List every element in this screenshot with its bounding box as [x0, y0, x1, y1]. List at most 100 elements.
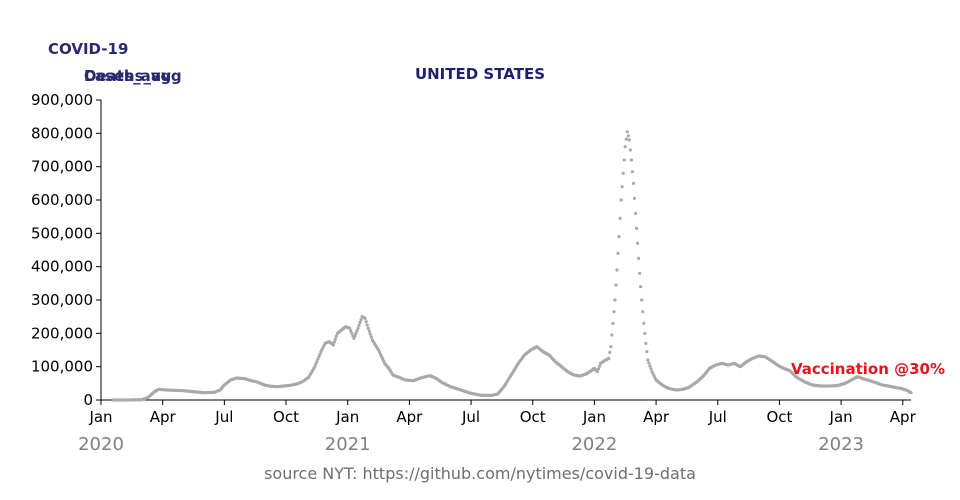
data-point: [638, 271, 642, 275]
x-tick-label: Jan: [829, 408, 853, 426]
data-point: [624, 137, 628, 141]
x-tick-label: Jan: [582, 408, 606, 426]
data-point: [607, 356, 611, 360]
y-ticks: 900,000 800,000 700,000 600,000 500,000 400,0…: [31, 91, 101, 409]
data-point: [631, 181, 636, 185]
data-point: [364, 320, 368, 324]
y-label-deaths: Deaths_avg: [84, 67, 182, 85]
year-label: 2022: [571, 434, 617, 455]
data-point: [333, 337, 337, 341]
y-tick-label: 900,000: [31, 91, 93, 109]
data-point: [349, 329, 353, 333]
x-tick-label: Apr: [643, 408, 670, 426]
x-tick-label: Apr: [150, 408, 177, 426]
data-point: [609, 345, 613, 349]
data-point: [646, 358, 650, 362]
year-label: 2023: [818, 434, 864, 455]
y-tick-label: 500,000: [31, 224, 93, 242]
data-point: [637, 256, 641, 260]
data-point: [334, 334, 338, 338]
data-point: [621, 171, 625, 175]
data-point: [367, 329, 371, 333]
data-point: [318, 352, 322, 356]
data-point: [627, 138, 631, 142]
data-point: [352, 336, 356, 340]
data-point: [633, 211, 638, 215]
x-tick-label: Jul: [708, 408, 727, 426]
data-point: [644, 341, 648, 345]
data-point: [615, 268, 619, 272]
data-point: [350, 331, 354, 335]
data-point: [630, 170, 635, 174]
y-label-cases: Cases_avg: [84, 67, 171, 85]
data-point: [358, 320, 362, 325]
data-point: [348, 326, 352, 330]
data-point: [314, 362, 318, 366]
source-note: source NYT: https://github.com/nytimes/c…: [264, 464, 696, 483]
chart-title: UNITED STATES: [415, 65, 545, 83]
x-tick-label: Jan: [88, 408, 112, 426]
data-point: [595, 370, 600, 374]
data-point: [909, 391, 913, 395]
data-point: [641, 310, 645, 314]
data-point: [612, 310, 616, 314]
data-point: [355, 329, 359, 333]
y-tick-label: 800,000: [31, 124, 93, 142]
data-point: [634, 226, 639, 230]
data-point: [359, 317, 363, 322]
data-point: [365, 323, 369, 327]
data-point: [640, 298, 644, 302]
y-tick-label: 700,000: [31, 158, 93, 176]
data-point: [366, 326, 370, 330]
data-point: [647, 361, 651, 365]
data-point: [635, 241, 640, 245]
data-point: [357, 323, 361, 328]
data-point: [610, 333, 614, 337]
data-point: [353, 334, 357, 338]
y-tick-label: 0: [83, 391, 93, 409]
y-tick-label: 100,000: [31, 358, 93, 376]
data-point: [368, 332, 372, 336]
data-point: [597, 364, 602, 368]
y-tick-label: 400,000: [31, 258, 93, 276]
data-point: [315, 360, 319, 364]
data-point: [642, 321, 646, 325]
x-tick-label: Apr: [396, 408, 423, 426]
data-point: [643, 331, 647, 335]
data-point: [629, 158, 634, 162]
data-point: [614, 283, 618, 287]
data-point: [316, 357, 320, 361]
data-point: [331, 343, 335, 347]
data-point: [632, 196, 637, 200]
data-point: [625, 130, 629, 134]
data-points: [111, 130, 913, 402]
data-point: [626, 134, 630, 138]
data-point: [356, 326, 360, 330]
data-point: [613, 298, 617, 302]
data-point: [639, 285, 643, 289]
data-point: [611, 321, 615, 325]
data-point: [648, 364, 652, 368]
data-point: [354, 331, 358, 335]
year-labels: 2020 2021 2022 2023: [78, 434, 864, 455]
year-label: 2020: [78, 434, 124, 455]
x-tick-label: Oct: [520, 408, 546, 426]
y-tick-label: 200,000: [31, 324, 93, 342]
year-label: 2021: [325, 434, 371, 455]
data-point: [620, 185, 624, 189]
data-point: [623, 145, 627, 149]
x-tick-label: Oct: [273, 408, 299, 426]
data-point: [618, 216, 622, 220]
y-tick-label: 300,000: [31, 291, 93, 309]
x-tick-label: Apr: [890, 408, 917, 426]
x-tick-label: Jul: [461, 408, 480, 426]
data-point: [649, 367, 653, 371]
data-point: [645, 350, 649, 354]
data-point: [619, 198, 623, 202]
data-point: [317, 355, 321, 359]
data-point: [313, 365, 317, 369]
data-point: [608, 350, 612, 355]
data-point: [332, 340, 336, 344]
x-ticks: Jan Apr Jul Oct Jan Apr Jul Oct Jan Apr Jul Oct Jan A…: [88, 400, 917, 426]
